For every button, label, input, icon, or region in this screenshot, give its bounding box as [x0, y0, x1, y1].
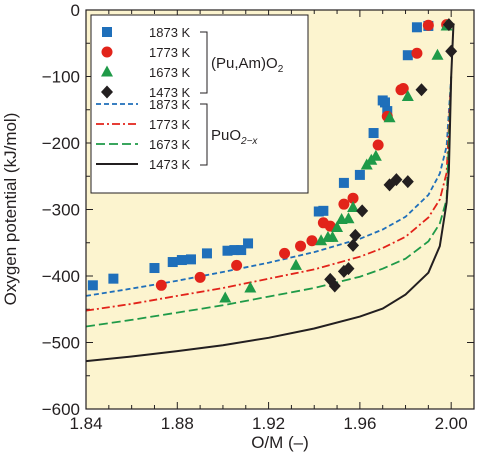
point-triangle-1673-k [244, 281, 257, 293]
point-triangle-1673-k [289, 258, 302, 270]
point-triangle-1673-k [401, 89, 414, 101]
x-tick-label: 1.84 [69, 414, 102, 433]
y-tick-label: −100 [42, 68, 80, 87]
x-axis-title: O/M (–) [251, 433, 309, 452]
point-square-1873-k [149, 263, 160, 274]
point-circle-1773-k [155, 279, 167, 291]
curve-1673-k [86, 76, 453, 328]
legend-lines-group-label-main: PuO [211, 127, 241, 144]
legend-label: 1873 K [149, 25, 191, 40]
point-diamond-1473-k [349, 228, 362, 242]
point-square-1873-k [222, 245, 233, 256]
point-circle-1773-k [422, 19, 434, 31]
curve-1473-k [86, 23, 455, 363]
y-tick-label: −600 [42, 400, 80, 419]
point-triangle-1673-k [431, 48, 444, 60]
y-tick-label: −400 [42, 267, 80, 286]
point-square-1873-k [368, 128, 379, 139]
legend-label: 1473 K [149, 85, 191, 100]
legend-label: 1873 K [149, 97, 191, 112]
legend-lines-group-label: PuO2−x [211, 127, 258, 147]
legend-marker-circle [101, 46, 113, 58]
legend-marker-square [102, 27, 112, 37]
legend-label: 1673 K [149, 137, 191, 152]
point-square-1873-k [411, 22, 422, 33]
point-triangle-1673-k [342, 212, 355, 224]
point-diamond-1473-k [328, 279, 341, 293]
x-tick-label: 1.92 [252, 414, 285, 433]
y-tick-label: −200 [42, 134, 80, 153]
legend-points-group-label-main: (Pu,Am)O [211, 55, 278, 72]
point-triangle-1673-k [331, 220, 344, 232]
legend-marker-triangle [101, 65, 113, 77]
point-square-1873-k [354, 169, 365, 180]
y-tick-label: −500 [42, 334, 80, 353]
point-triangle-1673-k [383, 111, 396, 123]
point-triangle-1673-k [315, 234, 328, 246]
point-square-1873-k [236, 245, 247, 256]
point-circle-1773-k [338, 198, 350, 210]
point-square-1873-k [338, 177, 349, 188]
point-triangle-1673-k [369, 149, 382, 161]
legend-lines-bracket [200, 103, 208, 166]
legend-points-group-label: (Pu,Am)O2 [211, 55, 284, 75]
point-circle-1773-k [306, 235, 318, 247]
point-square-1873-k [243, 238, 254, 249]
x-tick-label: 2.00 [435, 414, 468, 433]
point-circle-1773-k [279, 247, 291, 259]
point-square-1873-k [176, 255, 187, 266]
point-triangle-1673-k [347, 201, 360, 213]
point-square-1873-k [185, 254, 196, 265]
y-tick-labels: 0 −100 −200 −300 −400 −500 −600 [42, 1, 80, 419]
legend-label: 1773 K [149, 117, 191, 132]
legend-marker-diamond [101, 85, 113, 99]
point-square-1873-k [379, 97, 390, 108]
point-square-1873-k [167, 257, 178, 268]
legend-points-group: 1873 K 1773 K 1673 K 1473 K [101, 25, 191, 100]
point-diamond-1473-k [356, 204, 369, 218]
x-tick-label: 1.88 [161, 414, 194, 433]
point-square-1873-k [229, 245, 240, 256]
legend-label: 1673 K [149, 65, 191, 80]
y-tick-label: −300 [42, 201, 80, 220]
point-square-1873-k [87, 280, 98, 291]
point-square-1873-k [318, 205, 329, 216]
legend-label: 1473 K [149, 157, 191, 172]
point-square-1873-k [108, 273, 119, 284]
point-square-1873-k [402, 50, 413, 61]
model-curves [86, 23, 455, 363]
point-diamond-1473-k [445, 44, 458, 58]
legend: 1873 K 1773 K 1673 K 1473 K 1873 K 1773 K 167… [90, 14, 309, 194]
plot-frame [85, 9, 475, 410]
point-circle-1773-k [295, 240, 307, 252]
data-points [87, 18, 458, 303]
legend-lines-group-label-sub: 2−x [240, 136, 258, 147]
point-circle-1773-k [397, 82, 409, 94]
legend-lines-group: 1873 K 1773 K 1673 K 1473 K [96, 97, 191, 172]
point-diamond-1473-k [347, 238, 360, 252]
legend-points-group-label-sub: 2 [278, 64, 284, 75]
legend-label: 1773 K [149, 45, 191, 60]
point-square-1873-k [201, 248, 212, 259]
x-tick-label: 1.96 [343, 414, 376, 433]
y-tick-label: 0 [71, 1, 80, 20]
point-diamond-1473-k [415, 83, 428, 97]
y-axis-title: Oxygen potential (kJ/mol) [1, 113, 20, 306]
point-circle-1773-k [231, 259, 243, 271]
point-circle-1773-k [194, 271, 206, 283]
point-diamond-1473-k [401, 175, 414, 189]
curve-1773-k [86, 76, 453, 312]
point-circle-1773-k [411, 47, 423, 59]
point-diamond-1473-k [342, 262, 355, 276]
curve-1873-k [86, 76, 453, 297]
point-triangle-1673-k [326, 230, 339, 242]
point-triangle-1673-k [219, 291, 232, 303]
point-circle-1773-k [372, 139, 384, 151]
point-diamond-1473-k [442, 18, 455, 32]
x-tick-labels: 1.84 1.88 1.92 1.96 2.00 [69, 414, 467, 433]
point-diamond-1473-k [390, 173, 403, 187]
point-circle-1773-k [347, 192, 359, 204]
legend-points-bracket [200, 31, 208, 94]
